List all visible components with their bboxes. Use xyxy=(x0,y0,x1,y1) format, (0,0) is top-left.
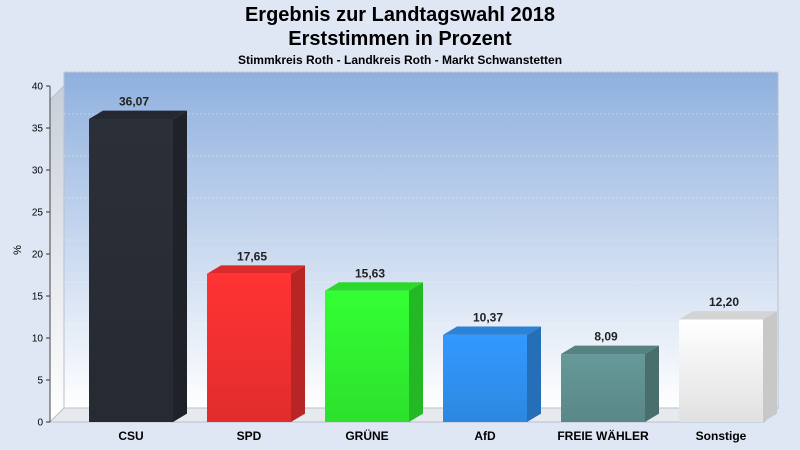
y-tick-label: 0 xyxy=(37,418,43,429)
bar-shading xyxy=(89,119,173,423)
bar-side xyxy=(763,311,777,422)
bar-top xyxy=(89,110,187,120)
data-label: 12,20 xyxy=(709,295,739,309)
y-tick-label: 30 xyxy=(32,166,44,177)
data-label: 10,37 xyxy=(473,310,503,324)
bar-top xyxy=(443,326,541,335)
bar-side xyxy=(645,345,659,422)
y-tick-label: 15 xyxy=(32,292,44,303)
bar-shading xyxy=(325,290,409,422)
bar-shading xyxy=(443,334,527,422)
bars: 36,07 17,65 15,63 10,37 8,09 12,20 xyxy=(89,95,777,423)
chart-title-line2: Erststimmen in Prozent xyxy=(288,28,512,50)
plot-side-wall xyxy=(49,84,65,424)
bar-top xyxy=(207,265,305,274)
data-label: 15,63 xyxy=(355,266,385,280)
y-tick-label: 5 xyxy=(37,376,43,387)
bar-shading xyxy=(679,319,763,422)
y-tick-label: 35 xyxy=(32,124,44,135)
bar-side xyxy=(173,110,187,422)
y-axis: 0 5 10 15 20 25 30 35 40 xyxy=(32,82,51,429)
y-axis-label: % xyxy=(12,245,24,255)
chart-subtitle: Stimmkreis Roth - Landkreis Roth - Markt… xyxy=(237,53,563,67)
bar-side xyxy=(409,282,423,422)
data-label: 36,07 xyxy=(119,95,149,109)
x-tick-label: Sonstige xyxy=(696,429,747,443)
y-tick-label: 25 xyxy=(32,208,44,219)
bar-side xyxy=(527,326,541,422)
bar-top xyxy=(679,311,777,320)
bar-side xyxy=(291,265,305,422)
x-tick-label: GRÜNE xyxy=(345,428,388,443)
bar-shading xyxy=(207,273,291,422)
y-tick-label: 20 xyxy=(32,250,44,261)
bar-top xyxy=(325,282,423,291)
bar-top xyxy=(561,345,659,355)
chart-title: Ergebnis zur Landtagswahl 2018 xyxy=(244,4,556,26)
y-tick-label: 10 xyxy=(32,334,44,345)
data-label: 17,65 xyxy=(237,249,267,263)
x-tick-label: AfD xyxy=(474,429,496,443)
y-tick-label: 40 xyxy=(32,82,44,93)
x-tick-label: CSU xyxy=(118,429,143,443)
data-label: 8,09 xyxy=(594,330,618,344)
x-tick-label: FREIE WÄHLER xyxy=(557,428,649,443)
bar-shading xyxy=(561,354,645,422)
x-tick-label: SPD xyxy=(237,429,262,443)
x-axis: CSU SPD GRÜNE AfD FREIE WÄHLER Sonstige xyxy=(118,428,746,443)
